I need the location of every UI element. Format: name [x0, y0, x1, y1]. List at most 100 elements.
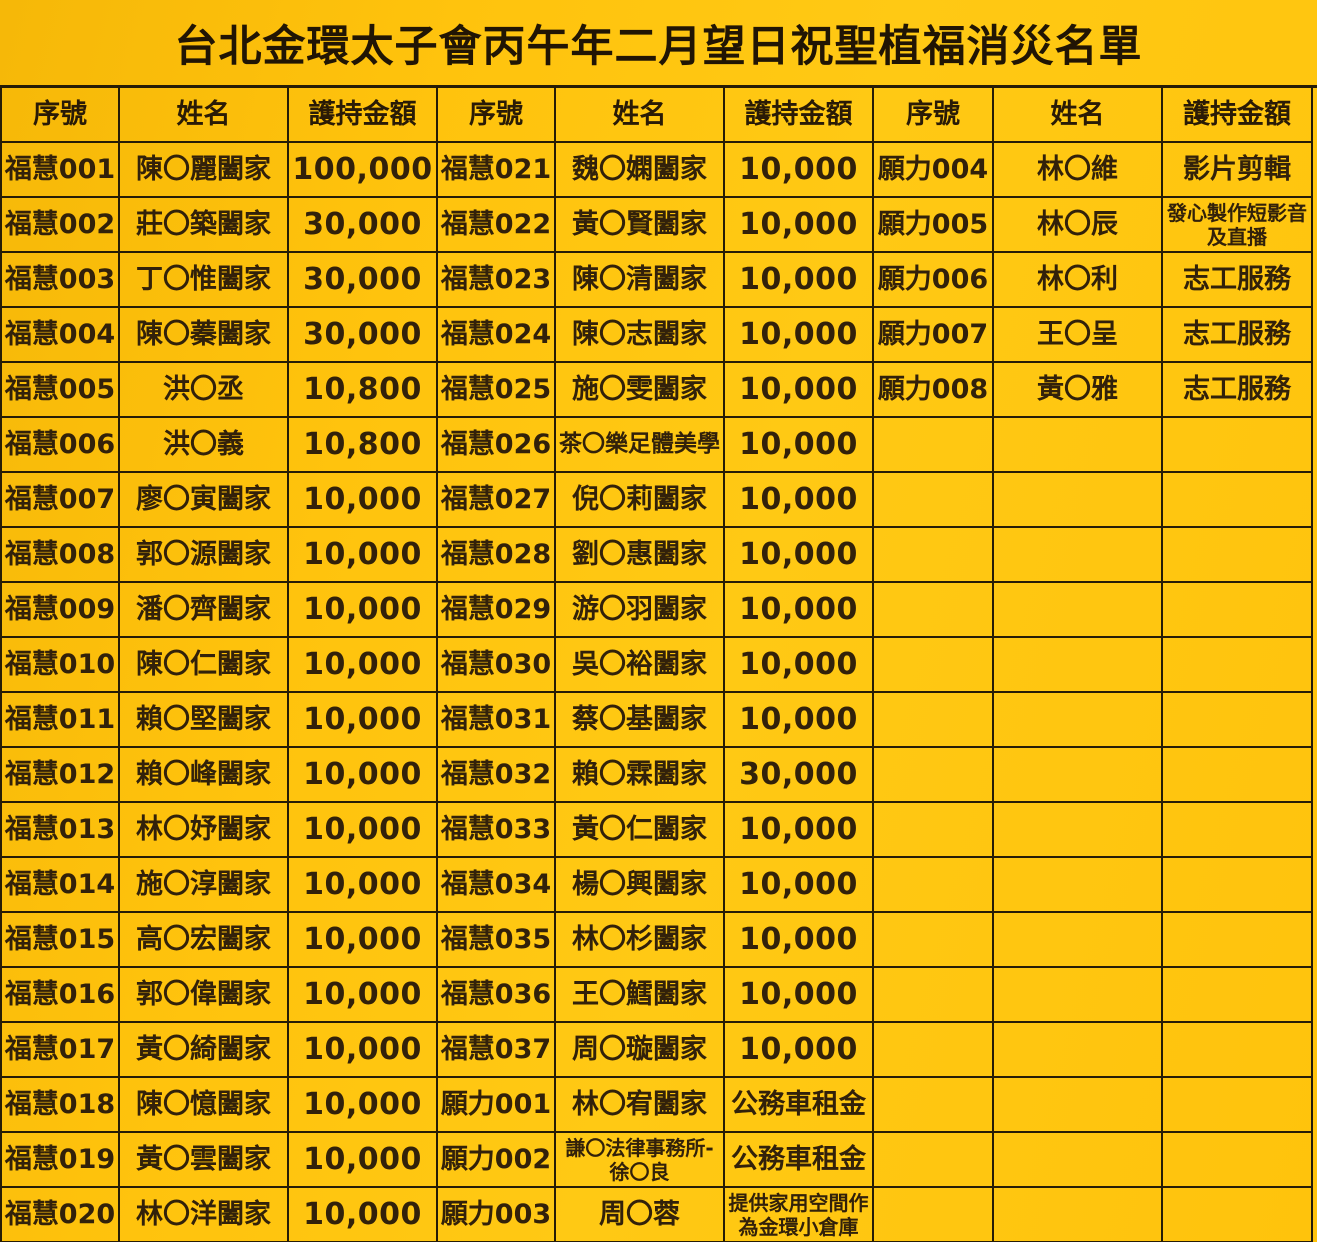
amount-cell: 提供家用空間作為金環小倉庫: [725, 1188, 874, 1242]
amount-cell: 公務車租金: [725, 1133, 874, 1188]
name-cell: 黃〇雅: [994, 363, 1163, 418]
name-cell: 魏〇嫻闔家: [556, 143, 725, 198]
amount-cell: 10,000: [725, 253, 874, 308]
serial-cell: 福慧019: [2, 1133, 120, 1188]
serial-cell: 福慧009: [2, 583, 120, 638]
amount-cell: [1163, 638, 1313, 693]
serial-cell: 福慧030: [438, 638, 556, 693]
name-cell: 周〇璇闔家: [556, 1023, 725, 1078]
serial-cell: [874, 1133, 994, 1188]
name-cell: 黃〇綺闔家: [120, 1023, 289, 1078]
amount-cell: 10,000: [725, 473, 874, 528]
column-header: 護持金額: [725, 88, 874, 143]
amount-cell: 10,000: [725, 528, 874, 583]
serial-cell: 福慧007: [2, 473, 120, 528]
name-cell: 高〇宏闔家: [120, 913, 289, 968]
amount-cell: [1163, 748, 1313, 803]
name-cell: 林〇利: [994, 253, 1163, 308]
amount-cell: 志工服務: [1163, 253, 1313, 308]
name-cell: 陳〇清闔家: [556, 253, 725, 308]
name-cell: 陳〇仁闔家: [120, 638, 289, 693]
amount-cell: 10,000: [725, 968, 874, 1023]
serial-cell: 福慧036: [438, 968, 556, 1023]
serial-cell: [874, 638, 994, 693]
amount-cell: 志工服務: [1163, 363, 1313, 418]
serial-cell: 福慧032: [438, 748, 556, 803]
serial-cell: 福慧037: [438, 1023, 556, 1078]
serial-cell: 福慧023: [438, 253, 556, 308]
column-header: 護持金額: [1163, 88, 1313, 143]
name-cell: 陳〇麗闔家: [120, 143, 289, 198]
serial-cell: 願力003: [438, 1188, 556, 1242]
serial-cell: 福慧013: [2, 803, 120, 858]
amount-cell: 10,000: [725, 143, 874, 198]
amount-cell: 10,000: [289, 473, 438, 528]
name-cell: [994, 1078, 1163, 1133]
name-cell: 賴〇堅闔家: [120, 693, 289, 748]
amount-cell: 10,000: [289, 803, 438, 858]
name-cell: 黃〇賢闔家: [556, 198, 725, 253]
amount-cell: [1163, 968, 1313, 1023]
name-cell: 林〇宥闔家: [556, 1078, 725, 1133]
name-cell: 王〇鱈闔家: [556, 968, 725, 1023]
serial-cell: [874, 1023, 994, 1078]
name-cell: 茶〇樂足體美學: [556, 418, 725, 473]
name-cell: 施〇淳闔家: [120, 858, 289, 913]
serial-cell: 福慧035: [438, 913, 556, 968]
serial-cell: 福慧002: [2, 198, 120, 253]
amount-cell: 10,000: [725, 1023, 874, 1078]
serial-cell: 福慧018: [2, 1078, 120, 1133]
amount-cell: 10,000: [725, 308, 874, 363]
amount-cell: 10,000: [289, 748, 438, 803]
name-cell: [994, 913, 1163, 968]
serial-cell: [874, 968, 994, 1023]
column-header: 姓名: [994, 88, 1163, 143]
column-header: 姓名: [120, 88, 289, 143]
name-cell: 林〇杉闔家: [556, 913, 725, 968]
column-header: 序號: [874, 88, 994, 143]
title-band: 台北金環太子會丙午年二月望日祝聖植福消災名單: [0, 0, 1317, 85]
amount-cell: 10,000: [725, 913, 874, 968]
serial-cell: 願力001: [438, 1078, 556, 1133]
name-cell: 王〇呈: [994, 308, 1163, 363]
serial-cell: 福慧022: [438, 198, 556, 253]
serial-cell: 福慧029: [438, 583, 556, 638]
name-cell: 倪〇莉闔家: [556, 473, 725, 528]
name-cell: 劉〇惠闔家: [556, 528, 725, 583]
name-cell: 林〇維: [994, 143, 1163, 198]
amount-cell: [1163, 1188, 1313, 1242]
amount-cell: [1163, 473, 1313, 528]
serial-cell: 福慧016: [2, 968, 120, 1023]
name-cell: 廖〇寅闔家: [120, 473, 289, 528]
serial-cell: [874, 748, 994, 803]
amount-cell: 10,000: [289, 858, 438, 913]
serial-cell: 福慧005: [2, 363, 120, 418]
amount-cell: 10,000: [289, 528, 438, 583]
amount-cell: 10,000: [289, 1133, 438, 1188]
amount-cell: 10,000: [725, 583, 874, 638]
name-cell: 陳〇蓁闔家: [120, 308, 289, 363]
amount-cell: 30,000: [289, 198, 438, 253]
name-cell: 林〇辰: [994, 198, 1163, 253]
name-cell: 黃〇仁闔家: [556, 803, 725, 858]
name-cell: 施〇雯闔家: [556, 363, 725, 418]
amount-cell: 10,000: [725, 198, 874, 253]
serial-cell: 願力004: [874, 143, 994, 198]
name-cell: 莊〇築闔家: [120, 198, 289, 253]
serial-cell: 願力007: [874, 308, 994, 363]
amount-cell: 10,000: [289, 1023, 438, 1078]
name-cell: 郭〇偉闔家: [120, 968, 289, 1023]
serial-cell: [874, 1078, 994, 1133]
name-cell: [994, 473, 1163, 528]
amount-cell: 30,000: [725, 748, 874, 803]
serial-cell: 福慧020: [2, 1188, 120, 1242]
serial-cell: 福慧008: [2, 528, 120, 583]
amount-cell: [1163, 1078, 1313, 1133]
amount-cell: 10,000: [289, 1078, 438, 1133]
amount-cell: 10,000: [725, 858, 874, 913]
amount-cell: 10,000: [289, 1188, 438, 1242]
name-cell: [994, 1188, 1163, 1242]
name-cell: [994, 748, 1163, 803]
name-cell: 林〇洋闔家: [120, 1188, 289, 1242]
